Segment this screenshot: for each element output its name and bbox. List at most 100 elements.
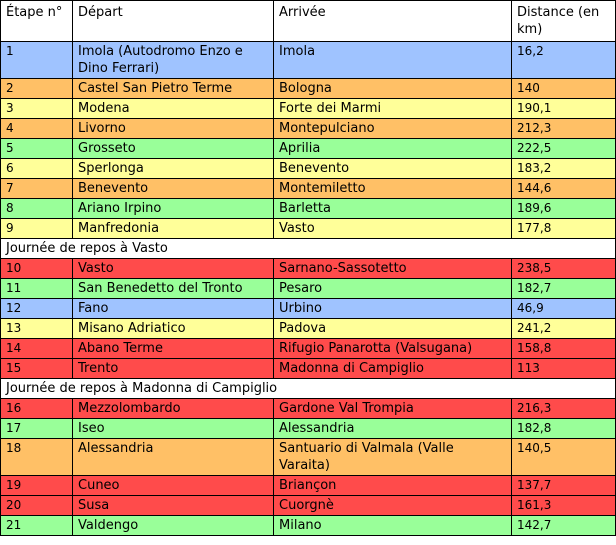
stage-row: 6 Sperlonga Benevento 183,2 — [0, 158, 616, 179]
departure-cell: Trento — [72, 358, 274, 379]
arrival-cell: Cuorgnè — [273, 495, 512, 516]
arrival-cell: Aprilia — [273, 138, 512, 159]
stage-number-cell: 1 — [0, 41, 73, 79]
stage-number-cell: 20 — [0, 495, 73, 516]
stage-row: 2 Castel San Pietro Terme Bologna 140 — [0, 78, 616, 99]
distance-cell: 238,5 — [511, 258, 616, 279]
header-depart: Départ — [72, 0, 274, 42]
header-distance: Distance (en km) — [511, 0, 616, 42]
departure-cell: Valdengo — [72, 515, 274, 536]
arrival-cell: Sarnano-Sassotetto — [273, 258, 512, 279]
rest-day-row: Journée de repos à Madonna di Campiglio — [0, 378, 616, 399]
arrival-cell: Padova — [273, 318, 512, 339]
distance-cell: 190,1 — [511, 98, 616, 119]
distance-cell: 46,9 — [511, 298, 616, 319]
arrival-cell: Rifugio Panarotta (Valsugana) — [273, 338, 512, 359]
stage-number-cell: 8 — [0, 198, 73, 219]
arrival-cell: Briançon — [273, 475, 512, 496]
departure-cell: Manfredonia — [72, 218, 274, 239]
stage-number-cell: 16 — [0, 398, 73, 419]
stage-row: 14 Abano Terme Rifugio Panarotta (Valsugan… — [0, 338, 616, 359]
stage-row: 15 Trento Madonna di Campiglio 113 — [0, 358, 616, 379]
stage-number-cell: 7 — [0, 178, 73, 199]
arrival-cell: Montemiletto — [273, 178, 512, 199]
stage-row: 19 Cuneo Briançon 137,7 — [0, 475, 616, 496]
stage-number-cell: 5 — [0, 138, 73, 159]
departure-cell: Modena — [72, 98, 274, 119]
stage-number-cell: 21 — [0, 515, 73, 536]
arrival-cell: Barletta — [273, 198, 512, 219]
stage-number-cell: 13 — [0, 318, 73, 339]
arrival-cell: Madonna di Campiglio — [273, 358, 512, 379]
stage-number-cell: 2 — [0, 78, 73, 99]
departure-cell: Mezzolombardo — [72, 398, 274, 419]
distance-cell: 142,7 — [511, 515, 616, 536]
distance-cell: 182,8 — [511, 418, 616, 439]
stage-row: 8 Ariano Irpino Barletta 189,6 — [0, 198, 616, 219]
arrival-cell: Forte dei Marmi — [273, 98, 512, 119]
stage-row: 7 Benevento Montemiletto 144,6 — [0, 178, 616, 199]
departure-cell: Iseo — [72, 418, 274, 439]
distance-cell: 158,8 — [511, 338, 616, 359]
distance-cell: 177,8 — [511, 218, 616, 239]
stage-number-cell: 17 — [0, 418, 73, 439]
stage-row: 3 Modena Forte dei Marmi 190,1 — [0, 98, 616, 119]
stage-row: 4 Livorno Montepulciano 212,3 — [0, 118, 616, 139]
departure-cell: Fano — [72, 298, 274, 319]
stage-row: 10 Vasto Sarnano-Sassotetto 238,5 — [0, 258, 616, 279]
stage-number-cell: 11 — [0, 278, 73, 299]
arrival-cell: Benevento — [273, 158, 512, 179]
distance-cell: 16,2 — [511, 41, 616, 79]
stage-row: 12 Fano Urbino 46,9 — [0, 298, 616, 319]
stage-number-cell: 3 — [0, 98, 73, 119]
departure-cell: Grosseto — [72, 138, 274, 159]
distance-cell: 222,5 — [511, 138, 616, 159]
stage-number-cell: 15 — [0, 358, 73, 379]
arrival-cell: Imola — [273, 41, 512, 79]
departure-cell: Castel San Pietro Terme — [72, 78, 274, 99]
stage-row: 16 Mezzolombardo Gardone Val Trompia 216,3 — [0, 398, 616, 419]
header-etape: Étape n° — [0, 0, 73, 42]
arrival-cell: Alessandria — [273, 418, 512, 439]
distance-cell: 182,7 — [511, 278, 616, 299]
stage-row: 18 Alessandria Santuario di Valmala (Valle… — [0, 438, 616, 476]
departure-cell: Misano Adriatico — [72, 318, 274, 339]
departure-cell: Abano Terme — [72, 338, 274, 359]
distance-cell: 161,3 — [511, 495, 616, 516]
arrival-cell: Santuario di Valmala (Valle Varaita) — [273, 438, 512, 476]
distance-cell: 140 — [511, 78, 616, 99]
stage-number-cell: 6 — [0, 158, 73, 179]
departure-cell: Susa — [72, 495, 274, 516]
stage-row: 9 Manfredonia Vasto 177,8 — [0, 218, 616, 239]
rest-day-row: Journée de repos à Vasto — [0, 238, 616, 259]
distance-cell: 212,3 — [511, 118, 616, 139]
distance-cell: 113 — [511, 358, 616, 379]
stage-row: 1 Imola (Autodromo Enzo e Dino Ferrari) Im… — [0, 41, 616, 79]
distance-cell: 144,6 — [511, 178, 616, 199]
arrival-cell: Pesaro — [273, 278, 512, 299]
departure-cell: Benevento — [72, 178, 274, 199]
distance-cell: 183,2 — [511, 158, 616, 179]
stage-number-cell: 14 — [0, 338, 73, 359]
stage-row: 17 Iseo Alessandria 182,8 — [0, 418, 616, 439]
arrival-cell: Milano — [273, 515, 512, 536]
departure-cell: Imola (Autodromo Enzo e Dino Ferrari) — [72, 41, 274, 79]
stage-number-cell: 18 — [0, 438, 73, 476]
rest-day-label: Journée de repos à Madonna di Campiglio — [0, 378, 616, 399]
stage-row: 5 Grosseto Aprilia 222,5 — [0, 138, 616, 159]
departure-cell: Alessandria — [72, 438, 274, 476]
arrival-cell: Gardone Val Trompia — [273, 398, 512, 419]
stage-row: 11 San Benedetto del Tronto Pesaro 182,7 — [0, 278, 616, 299]
stage-row: 21 Valdengo Milano 142,7 — [0, 515, 616, 536]
stage-number-cell: 10 — [0, 258, 73, 279]
distance-cell: 137,7 — [511, 475, 616, 496]
departure-cell: Sperlonga — [72, 158, 274, 179]
departure-cell: Ariano Irpino — [72, 198, 274, 219]
stage-number-cell: 12 — [0, 298, 73, 319]
stage-number-cell: 19 — [0, 475, 73, 496]
distance-cell: 140,5 — [511, 438, 616, 476]
departure-cell: Cuneo — [72, 475, 274, 496]
departure-cell: San Benedetto del Tronto — [72, 278, 274, 299]
stage-row: 20 Susa Cuorgnè 161,3 — [0, 495, 616, 516]
